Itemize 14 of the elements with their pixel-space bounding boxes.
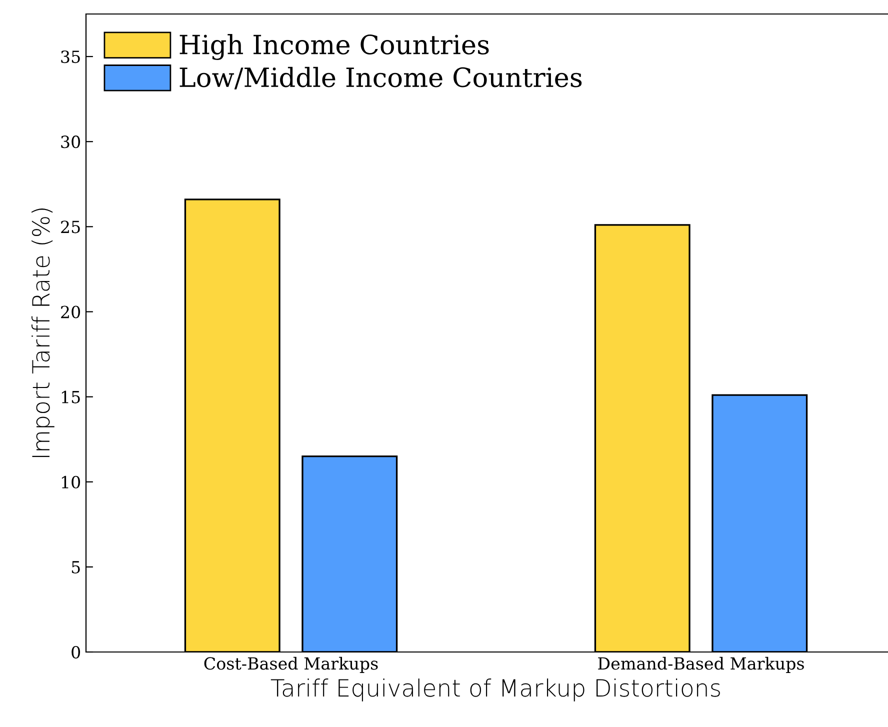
x-axis-title: Tariff Equivalent of Markup Distortions [270, 678, 720, 702]
legend-label: High Income Countries [180, 34, 489, 60]
y-tick-label: 10 [62, 476, 80, 488]
y-tick-label: 20 [61, 306, 80, 318]
legend-label: Low/Middle Income Countries [180, 66, 582, 90]
y-tick-label: 30 [61, 136, 80, 148]
y-tick-label: 25 [61, 220, 80, 234]
y-tick-label: 15 [62, 390, 80, 404]
x-tick-label: Cost-Based Markups [204, 656, 378, 673]
y-tick-label: 5 [72, 561, 80, 574]
y-tick-label: 0 [72, 646, 80, 659]
y-tick-label: 35 [61, 50, 80, 64]
y-axis-title: Import Tariff Rate (%) [32, 208, 54, 458]
x-tick-label: Demand-Based Markups [598, 656, 804, 673]
